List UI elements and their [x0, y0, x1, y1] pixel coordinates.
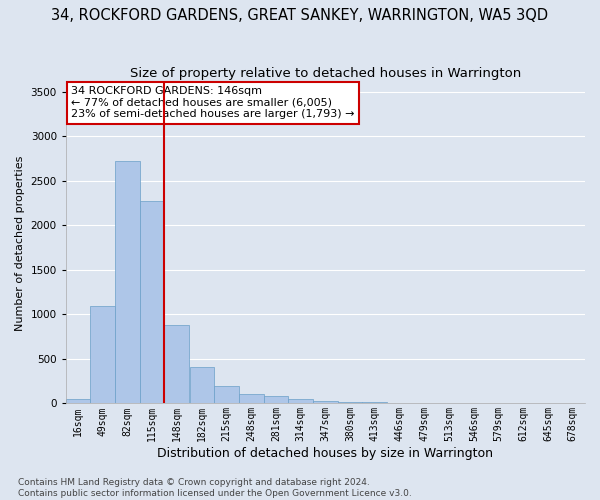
Text: Contains HM Land Registry data © Crown copyright and database right 2024.
Contai: Contains HM Land Registry data © Crown c…: [18, 478, 412, 498]
Text: 34, ROCKFORD GARDENS, GREAT SANKEY, WARRINGTON, WA5 3QD: 34, ROCKFORD GARDENS, GREAT SANKEY, WARR…: [52, 8, 548, 22]
Bar: [91, 306, 115, 404]
Bar: [313, 400, 338, 404]
Bar: [140, 200, 164, 404]
Text: 34 ROCKFORD GARDENS: 146sqm
← 77% of detached houses are smaller (6,005)
23% of : 34 ROCKFORD GARDENS: 146sqm ← 77% of det…: [71, 86, 355, 120]
Bar: [362, 402, 387, 404]
Bar: [214, 386, 239, 404]
Bar: [264, 396, 289, 404]
Bar: [164, 325, 189, 404]
Bar: [387, 402, 412, 404]
X-axis label: Distribution of detached houses by size in Warrington: Distribution of detached houses by size …: [157, 447, 493, 460]
Bar: [289, 398, 313, 404]
Bar: [190, 367, 214, 404]
Bar: [115, 162, 140, 404]
Y-axis label: Number of detached properties: Number of detached properties: [15, 156, 25, 331]
Bar: [338, 402, 362, 404]
Bar: [239, 394, 264, 404]
Title: Size of property relative to detached houses in Warrington: Size of property relative to detached ho…: [130, 68, 521, 80]
Bar: [66, 399, 91, 404]
